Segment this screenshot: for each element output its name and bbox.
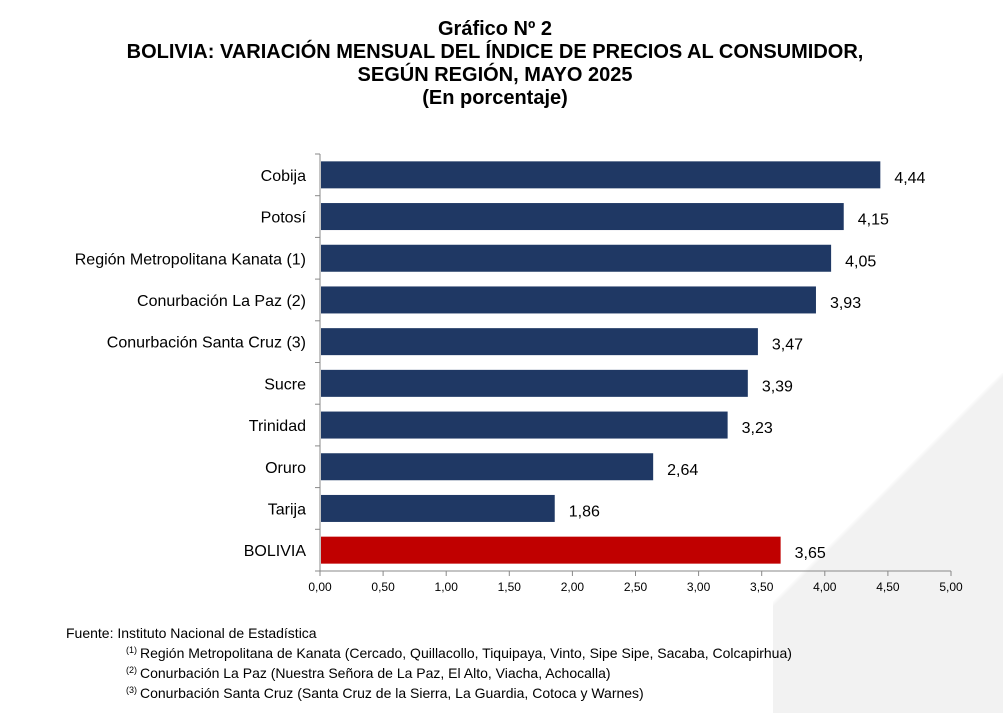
data-label: 3,23 [742, 420, 773, 437]
footnote-1: (1) Región Metropolitana de Kanata (Cerca… [66, 642, 792, 662]
bar-chart: 0,00 0,50 1,00 1,50 2,00 2,50 3,00 3,50 4,00 4,50… [75, 153, 963, 594]
category-label: Oruro [265, 460, 306, 477]
bar [321, 411, 728, 439]
data-label: 4,15 [858, 212, 889, 229]
category-label: Sucre [264, 376, 306, 393]
data-label: 4,44 [894, 170, 925, 187]
category-label: Conurbación La Paz (2) [137, 293, 306, 310]
x-tick-label: 4,50 [876, 580, 900, 594]
category-label: Trinidad [249, 418, 306, 435]
source-note: Fuente: Instituto Nacional de Estadístic… [66, 625, 317, 641]
bar [321, 369, 748, 397]
chart-subtitle-line2: SEGÚN REGIÓN, MAYO 2025 [357, 64, 633, 86]
footnote-2-text: Conurbación La Paz (Nuestra Señora de La… [140, 665, 611, 681]
x-tick-label: 1,00 [435, 580, 459, 594]
bar [321, 453, 654, 481]
chart-title-block: Gráfico Nº 2 BOLIVIA: VARIACIÓN MENSUAL … [0, 18, 990, 110]
category-label: Región Metropolitana Kanata (1) [75, 251, 306, 268]
x-tick-label: 1,50 [498, 580, 522, 594]
x-tick-label: 0,50 [371, 580, 395, 594]
footnote-3-text: Conurbación Santa Cruz (Santa Cruz de la… [140, 685, 644, 701]
bar [321, 328, 758, 356]
x-tick-label: 3,50 [750, 580, 774, 594]
bar [321, 494, 555, 522]
footnote-1-text: Región Metropolitana de Kanata (Cercado,… [140, 645, 792, 661]
x-tick-label: 5,00 [939, 580, 963, 594]
category-label: Cobija [261, 168, 306, 185]
bar [321, 286, 816, 314]
x-tick-label: 2,50 [624, 580, 648, 594]
background-decoration [773, 373, 1003, 713]
x-tick-label: 3,00 [687, 580, 711, 594]
footnote-3: (3) Conurbación Santa Cruz (Santa Cruz de… [66, 682, 792, 702]
category-label: Conurbación Santa Cruz (3) [107, 335, 306, 352]
footnote-1-mark: (1) [126, 645, 137, 655]
category-label: Tarija [268, 501, 306, 518]
x-tick-label: 2,00 [561, 580, 585, 594]
chart-subtitle-line1: BOLIVIA: VARIACIÓN MENSUAL DEL ÍNDICE DE… [126, 41, 864, 63]
bar [321, 536, 781, 564]
data-label: 3,47 [772, 337, 803, 354]
chart-footer: Fuente: Instituto Nacional de Estadístic… [66, 625, 792, 702]
category-label: Potosí [261, 210, 307, 227]
data-label: 2,64 [667, 462, 698, 479]
bar [321, 161, 881, 189]
footnote-2: (2) Conurbación La Paz (Nuestra Señora de… [66, 662, 792, 682]
footnote-3-mark: (3) [126, 685, 137, 695]
bar [321, 244, 832, 272]
bar [321, 203, 844, 231]
data-label: 3,93 [830, 295, 861, 312]
data-label: 3,65 [795, 545, 826, 562]
data-label: 1,86 [569, 503, 600, 520]
footnote-2-mark: (2) [126, 665, 137, 675]
data-label: 4,05 [845, 253, 876, 270]
category-label: BOLIVIA [244, 543, 307, 560]
chart-title: Gráfico Nº 2 [437, 18, 552, 40]
chart-unit: (En porcentaje) [422, 87, 568, 109]
data-label: 3,39 [762, 378, 793, 395]
x-tick-label: 4,00 [813, 580, 837, 594]
x-tick-label: 0,00 [308, 580, 332, 594]
